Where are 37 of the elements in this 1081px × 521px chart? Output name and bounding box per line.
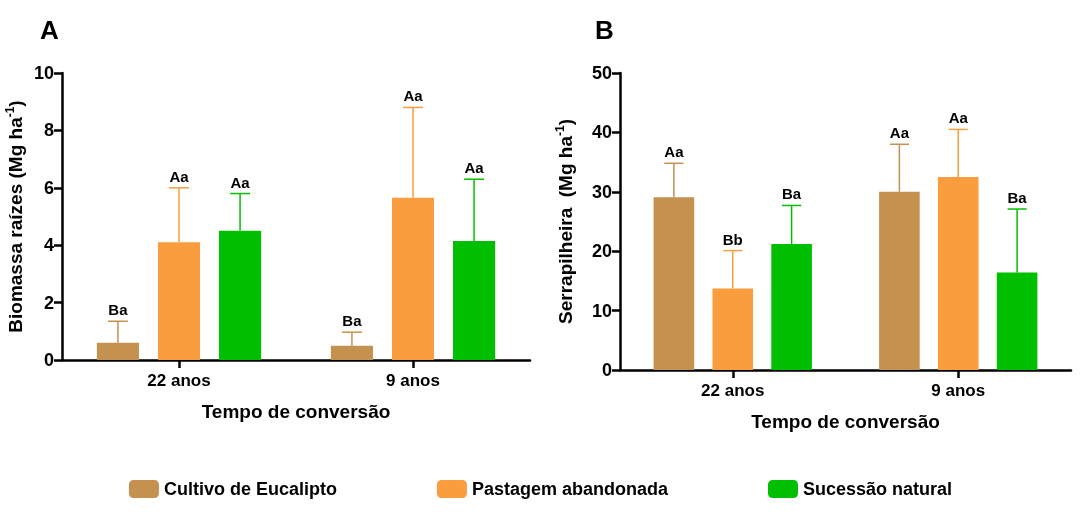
y-tick-label: 4 — [43, 235, 54, 256]
annotation: Aa — [464, 159, 485, 177]
y-tick-label: 50 — [591, 63, 612, 83]
annotation: Aa — [403, 87, 424, 105]
y-tick-label: 6 — [43, 177, 54, 198]
y-axis-title: Biomassa raízes (Mg ha-1) — [3, 100, 26, 333]
annotation: Ba — [342, 312, 363, 330]
y-tick-label: 2 — [43, 292, 54, 313]
annotation: Aa — [664, 143, 685, 161]
legend-label: Sucessão natural — [803, 479, 953, 499]
annotation: Ba — [782, 185, 802, 203]
x-tick-label: 22 anos — [701, 381, 765, 400]
x-tick-label: 22 anos — [147, 371, 211, 390]
y-tick-label: 10 — [33, 63, 54, 83]
legend-label: Cultivo de Eucalipto — [163, 479, 337, 499]
x-axis-title: Tempo de conversão — [751, 411, 940, 432]
y-tick-label: 30 — [591, 181, 612, 202]
annotation: Aa — [889, 124, 910, 142]
chart-title: A — [40, 15, 59, 45]
annotation: Aa — [169, 167, 190, 185]
annotation: Bb — [722, 230, 743, 248]
x-tick-label: 9 anos — [386, 371, 440, 390]
y-tick-label: 10 — [591, 300, 612, 321]
y-tick-label: 0 — [601, 360, 612, 380]
annotation: Ba — [108, 301, 129, 319]
x-tick-label: 9 anos — [931, 381, 986, 400]
annotation: Aa — [230, 173, 251, 191]
annotation: Ba — [1007, 189, 1028, 207]
legend-label: Pastagem abandonada — [471, 479, 669, 499]
y-tick-label: 0 — [43, 350, 54, 370]
y-axis-title: Serrapilheira (Mg ha-1) — [553, 119, 576, 324]
chart-title: B — [595, 15, 614, 45]
annotation: Aa — [948, 109, 969, 127]
x-axis-title: Tempo de conversão — [201, 401, 391, 422]
y-tick-label: 20 — [591, 241, 612, 262]
y-tick-label: 8 — [43, 120, 54, 141]
y-tick-label: 40 — [591, 122, 612, 143]
